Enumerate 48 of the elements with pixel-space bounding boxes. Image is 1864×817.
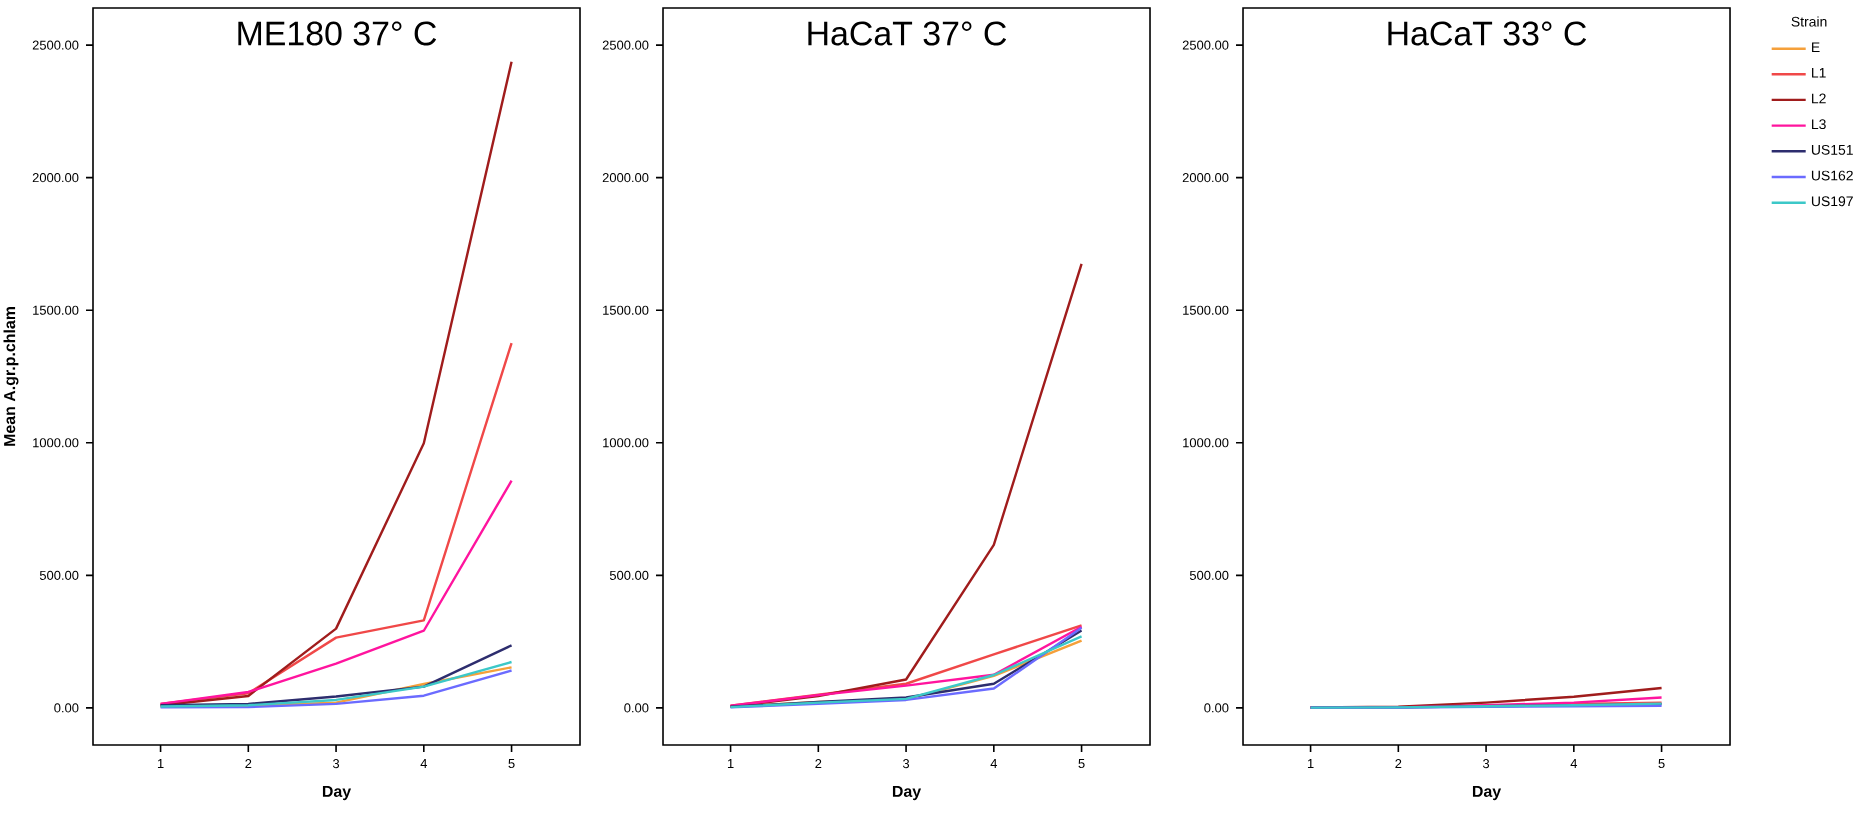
legend-label: L1 [1812,67,1826,78]
y-tick-label: 1000.00 [1183,438,1229,448]
y-tick-label: 0.00 [624,703,649,713]
y-tick-label: 2000.00 [32,173,79,183]
chart-title: HaCaT 33° C [1388,21,1587,46]
legend-label: US151 [1811,144,1853,155]
y-tick-label: 2500.00 [32,40,79,50]
x-axis-title: Day [1472,785,1502,801]
legend-label: E [1812,42,1820,53]
y-tick-label: 2000.00 [602,173,649,183]
x-tick-label: 5 [1658,759,1665,769]
x-tick-label: 3 [332,759,340,769]
y-tick-label: 500.00 [1189,570,1229,580]
y-tick-label: 2500.00 [1182,40,1229,50]
legend-label: L2 [1812,93,1826,104]
legend-title: Strain [1791,16,1827,27]
y-tick-label: 1500.00 [603,305,649,315]
x-tick-label: 1 [157,759,164,768]
x-tick-label: 2 [245,759,252,769]
x-tick-label: 3 [902,759,910,769]
x-tick-label: 4 [420,759,428,768]
x-tick-label: 1 [727,759,734,768]
chart-title: HaCaT 37° C [808,21,1007,46]
x-tick-label: 2 [815,759,822,769]
x-tick-label: 3 [1482,759,1490,769]
chart-title: ME180 37° C [238,21,437,46]
y-tick-label: 1500.00 [1183,305,1229,315]
y-tick-label: 1500.00 [33,305,79,315]
y-tick-label: 2500.00 [602,40,649,50]
x-tick-label: 2 [1395,759,1402,769]
x-tick-label: 4 [1570,759,1578,768]
legend-label: L3 [1812,119,1826,130]
y-axis-title: Mean A.gr.p.chlam [3,307,19,446]
x-tick-label: 5 [508,759,515,769]
x-axis-title: Day [322,785,352,801]
y-tick-label: 1000.00 [33,438,79,448]
x-tick-label: 4 [990,759,998,768]
legend-label: US197 [1811,196,1853,207]
x-tick-label: 1 [1307,759,1314,768]
y-tick-label: 500.00 [39,570,79,580]
y-tick-label: 0.00 [54,703,79,713]
y-tick-label: 0.00 [1204,703,1229,713]
y-tick-label: 500.00 [609,570,649,580]
legend-label: US162 [1811,170,1853,181]
y-tick-label: 1000.00 [603,438,649,448]
x-tick-label: 5 [1078,759,1085,769]
x-axis-title: Day [892,785,922,801]
y-tick-label: 2000.00 [1182,173,1229,183]
